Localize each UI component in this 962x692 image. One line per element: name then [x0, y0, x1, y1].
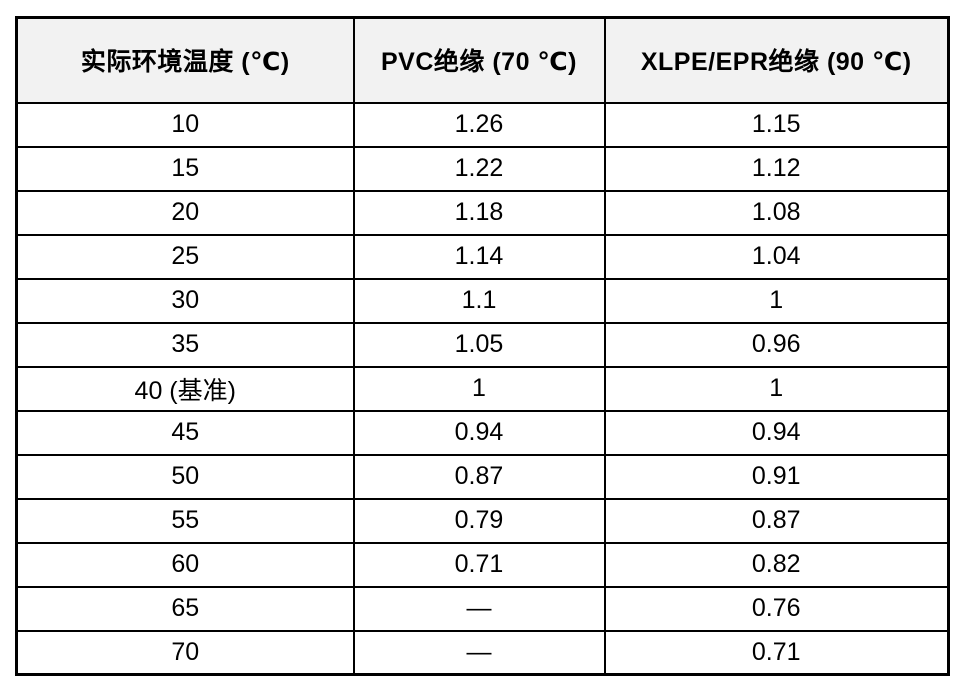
cell-temp: 20 [15, 189, 355, 236]
cell-pvc-factor: 1.14 [352, 233, 606, 280]
cell-pvc-factor: 1.05 [352, 321, 606, 368]
cell-xlpe-factor: 0.76 [603, 585, 950, 632]
table-row: 20 1.18 1.08 [15, 189, 950, 236]
cell-temp: 30 [15, 277, 355, 324]
table-row: 45 0.94 0.94 [15, 409, 950, 456]
cell-xlpe-factor: 0.71 [603, 629, 950, 676]
table-row: 35 1.05 0.96 [15, 321, 950, 368]
cell-temp: 65 [15, 585, 355, 632]
cell-xlpe-factor: 1 [603, 365, 950, 412]
table-row: 30 1.1 1 [15, 277, 950, 324]
table-row: 15 1.22 1.12 [15, 145, 950, 192]
cell-pvc-factor-empty: — [352, 629, 606, 676]
cell-pvc-factor: 1 [352, 365, 606, 412]
cell-temp: 55 [15, 497, 355, 544]
cell-xlpe-factor: 0.94 [603, 409, 950, 456]
table-row: 50 0.87 0.91 [15, 453, 950, 500]
header-xlpe-epr-insulation: XLPE/EPR绝缘 (90 ℃) [603, 16, 950, 104]
cell-xlpe-factor: 0.96 [603, 321, 950, 368]
cell-xlpe-factor: 0.87 [603, 497, 950, 544]
table-row: 65 — 0.76 [15, 585, 950, 632]
cell-pvc-factor: 1.18 [352, 189, 606, 236]
cell-pvc-factor: 1.1 [352, 277, 606, 324]
table-row: 60 0.71 0.82 [15, 541, 950, 588]
cell-pvc-factor-empty: — [352, 585, 606, 632]
cell-pvc-factor: 0.79 [352, 497, 606, 544]
cell-temp: 10 [15, 101, 355, 148]
table-row: 55 0.79 0.87 [15, 497, 950, 544]
cell-pvc-factor: 0.71 [352, 541, 606, 588]
cell-temp: 60 [15, 541, 355, 588]
cell-xlpe-factor: 1.04 [603, 233, 950, 280]
page: 实际环境温度 (℃) PVC绝缘 (70 ℃) XLPE/EPR绝缘 (90 ℃… [15, 16, 950, 676]
cell-temp: 25 [15, 233, 355, 280]
cell-pvc-factor: 1.22 [352, 145, 606, 192]
cell-temp: 70 [15, 629, 355, 676]
cell-pvc-factor: 0.87 [352, 453, 606, 500]
cell-temp: 35 [15, 321, 355, 368]
cell-temp-baseline: 40 (基准) [15, 365, 355, 412]
cell-xlpe-factor: 1.15 [603, 101, 950, 148]
cell-xlpe-factor: 0.82 [603, 541, 950, 588]
cell-pvc-factor: 0.94 [352, 409, 606, 456]
cell-xlpe-factor: 0.91 [603, 453, 950, 500]
cell-temp: 50 [15, 453, 355, 500]
cell-xlpe-factor: 1 [603, 277, 950, 324]
table-row: 10 1.26 1.15 [15, 101, 950, 148]
header-ambient-temperature: 实际环境温度 (℃) [15, 16, 355, 104]
table-row: 25 1.14 1.04 [15, 233, 950, 280]
cell-xlpe-factor: 1.12 [603, 145, 950, 192]
table-row-baseline: 40 (基准) 1 1 [15, 365, 950, 412]
table-row: 70 — 0.71 [15, 629, 950, 676]
cell-temp: 45 [15, 409, 355, 456]
temperature-correction-table: 实际环境温度 (℃) PVC绝缘 (70 ℃) XLPE/EPR绝缘 (90 ℃… [15, 16, 950, 676]
cell-temp: 15 [15, 145, 355, 192]
cell-pvc-factor: 1.26 [352, 101, 606, 148]
cell-xlpe-factor: 1.08 [603, 189, 950, 236]
header-pvc-insulation: PVC绝缘 (70 ℃) [352, 16, 606, 104]
header-row: 实际环境温度 (℃) PVC绝缘 (70 ℃) XLPE/EPR绝缘 (90 ℃… [15, 16, 950, 104]
